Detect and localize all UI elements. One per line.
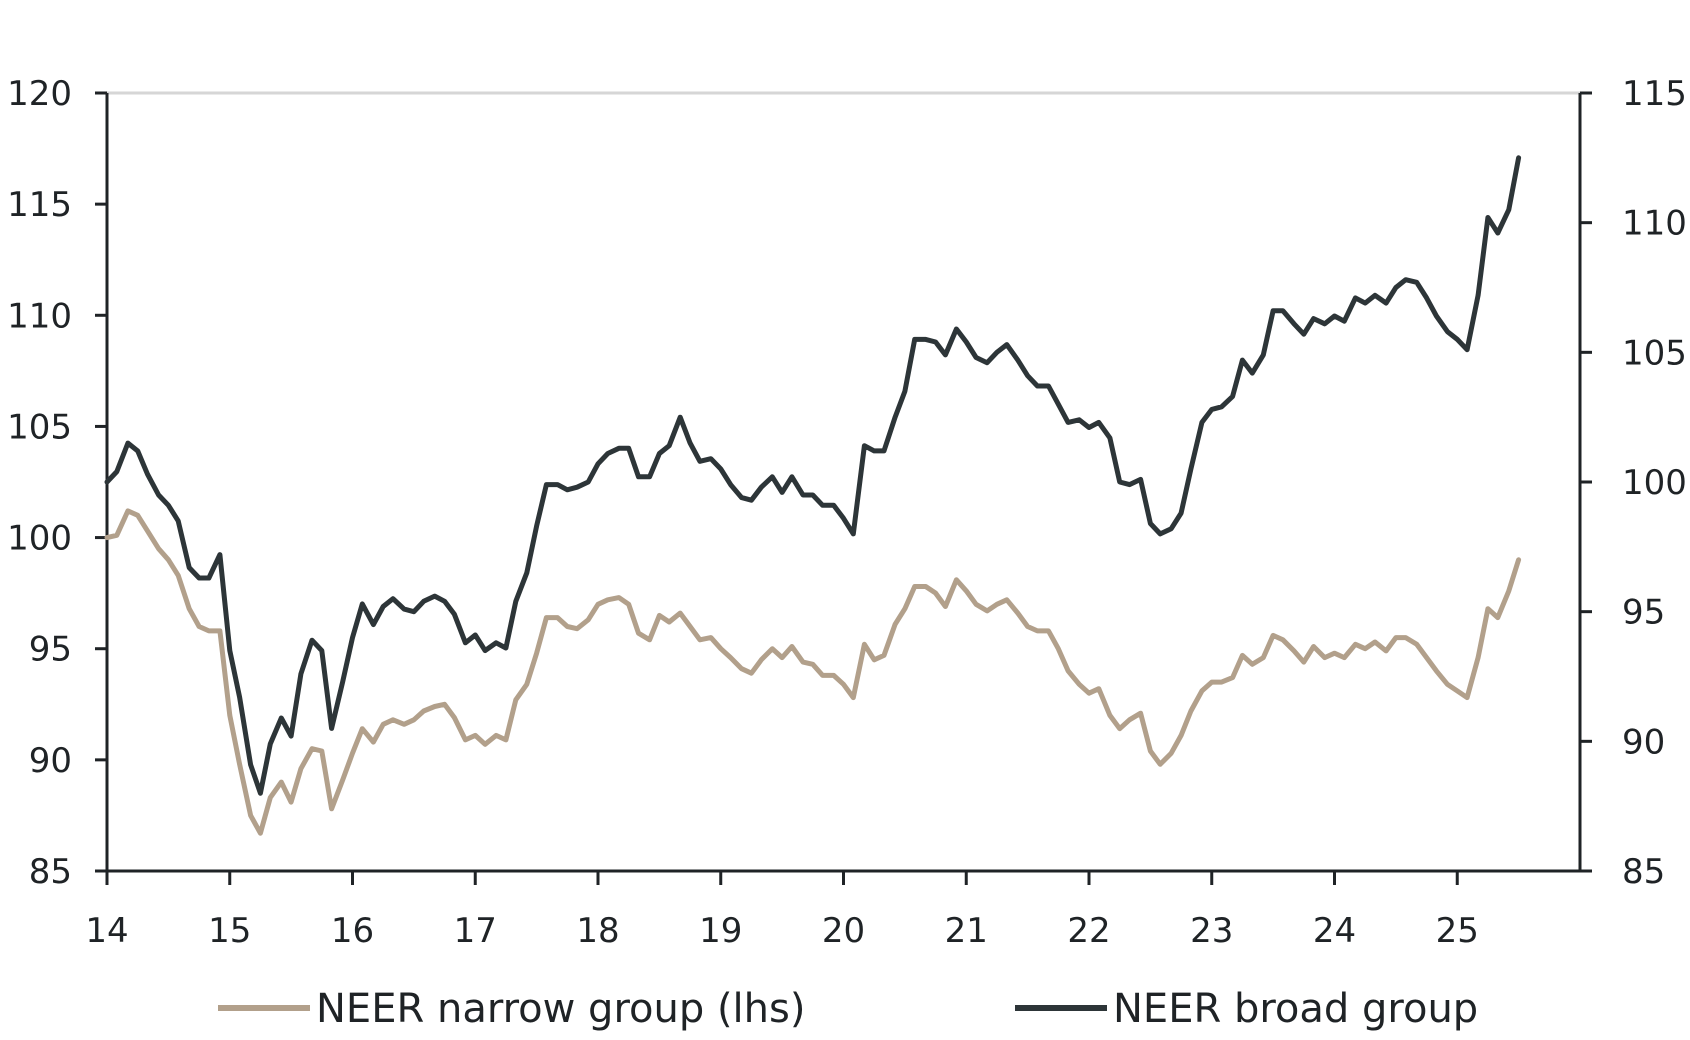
x-tick-label: 17 <box>454 911 497 951</box>
series-line-neer-narrow <box>104 508 1522 836</box>
right-tick-label: 95 <box>1622 593 1665 633</box>
x-tick-label: 21 <box>945 911 988 951</box>
x-tick-label: 19 <box>699 911 742 951</box>
legend-item-broad: NEER broad group <box>1015 986 1478 1032</box>
x-tick-label: 24 <box>1313 911 1356 951</box>
left-tick-label: 110 <box>7 296 72 336</box>
legend-label-narrow: NEER narrow group (lhs) <box>316 986 805 1032</box>
x-tick-label: 15 <box>208 911 251 951</box>
x-tick-label: 23 <box>1190 911 1233 951</box>
left-tick-label: 115 <box>7 185 72 225</box>
x-ticks: 14 15 16 17 18 19 20 21 22 23 24 25 <box>85 871 1479 951</box>
legend-item-narrow: NEER narrow group (lhs) <box>218 986 805 1032</box>
series-line-neer-broad <box>104 155 1522 796</box>
x-tick-label: 16 <box>331 911 374 951</box>
right-y-ticks: 85 90 95 100 105 110 115 <box>1580 74 1687 892</box>
left-y-ticks: 85 90 95 100 105 110 115 120 <box>7 74 107 892</box>
legend: NEER narrow group (lhs) NEER broad group <box>218 986 1478 1032</box>
left-tick-label: 95 <box>29 630 72 670</box>
left-tick-label: 85 <box>29 852 72 892</box>
x-tick-label: 14 <box>85 911 128 951</box>
left-tick-label: 120 <box>7 74 72 114</box>
x-tick-label: 20 <box>822 911 865 951</box>
right-tick-label: 85 <box>1622 852 1665 892</box>
right-tick-label: 100 <box>1622 463 1687 503</box>
right-tick-label: 90 <box>1622 722 1665 762</box>
right-tick-label: 105 <box>1622 333 1687 373</box>
x-tick-label: 25 <box>1436 911 1479 951</box>
x-tick-label: 22 <box>1067 911 1110 951</box>
left-tick-label: 105 <box>7 407 72 447</box>
left-tick-label: 90 <box>29 741 72 781</box>
series-lines <box>104 155 1522 836</box>
legend-label-broad: NEER broad group <box>1113 986 1478 1032</box>
left-tick-label: 100 <box>7 519 72 559</box>
right-tick-label: 110 <box>1622 204 1687 244</box>
x-tick-label: 18 <box>576 911 619 951</box>
right-tick-label: 115 <box>1622 74 1687 114</box>
